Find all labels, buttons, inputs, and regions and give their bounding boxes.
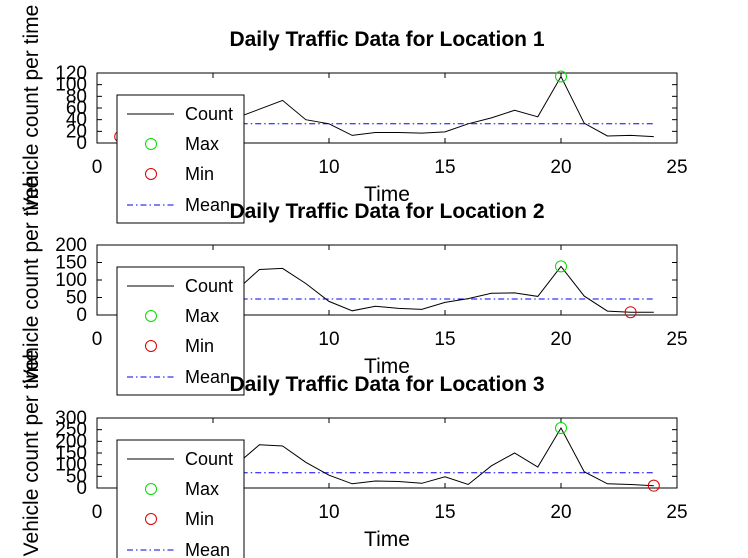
y-tick-label: 200 — [55, 235, 87, 256]
legend-max-label: Max — [185, 134, 219, 154]
legend-max-label: Max — [185, 479, 219, 499]
y-tick-label: 150 — [55, 443, 87, 464]
legend-max-label: Max — [185, 306, 219, 326]
legend-max-swatch — [145, 310, 157, 322]
legend: Count Max Min Mean — [116, 439, 245, 558]
legend-mean-label: Mean — [185, 540, 230, 558]
y-tick-label: 0 — [76, 133, 87, 154]
y-tick-label: 250 — [55, 420, 87, 441]
x-tick-label: 15 — [434, 329, 455, 350]
y-tick-label: 100 — [55, 75, 87, 96]
legend-min-swatch — [145, 513, 157, 525]
x-tick-label: 25 — [666, 329, 687, 350]
y-axis-label: Vehicle count per time — [20, 350, 43, 557]
y-tick-label: 50 — [66, 466, 87, 487]
chart-title: Daily Traffic Data for Location 1 — [229, 28, 544, 51]
x-tick-label: 20 — [550, 329, 571, 350]
legend-count-label: Count — [185, 449, 233, 469]
y-tick-label: 80 — [66, 86, 87, 107]
x-tick-label: 0 — [92, 502, 103, 523]
y-tick-label: 120 — [55, 63, 87, 84]
chart-panel-2: 0510152025050100150200Daily Traffic Data… — [20, 177, 688, 396]
y-tick-label: 300 — [55, 408, 87, 429]
x-tick-label: 25 — [666, 157, 687, 178]
chart-title: Daily Traffic Data for Location 3 — [229, 373, 544, 396]
chart-title: Daily Traffic Data for Location 2 — [229, 200, 544, 223]
chart-panel-1: 0510152025020406080100120Daily Traffic D… — [20, 5, 688, 224]
legend-box — [116, 266, 245, 396]
y-tick-label: 0 — [76, 305, 87, 326]
legend-min-label: Min — [185, 164, 214, 184]
x-tick-label: 20 — [550, 157, 571, 178]
x-tick-label: 15 — [434, 157, 455, 178]
legend-min-swatch — [145, 168, 157, 180]
legend: Count Max Min Mean — [116, 94, 245, 224]
min-marker — [624, 306, 637, 319]
x-tick-label: 0 — [92, 329, 103, 350]
legend-count-label: Count — [185, 104, 233, 124]
x-tick-label: 25 — [666, 502, 687, 523]
y-tick-label: 0 — [76, 478, 87, 499]
x-tick-label: 20 — [550, 502, 571, 523]
y-tick-label: 20 — [66, 121, 87, 142]
x-tick-label: 0 — [92, 157, 103, 178]
x-tick-label: 15 — [434, 502, 455, 523]
y-tick-label: 200 — [55, 431, 87, 452]
x-tick-label: 10 — [318, 502, 339, 523]
max-marker — [555, 70, 567, 83]
legend-mean-label: Mean — [185, 195, 230, 215]
y-axis-label: Vehicle count per time — [20, 177, 43, 384]
legend-box — [116, 94, 245, 224]
x-axis-label: Time — [364, 528, 410, 551]
x-axis-label: Time — [364, 183, 410, 206]
legend-min-label: Min — [185, 336, 214, 356]
legend-mean-label: Mean — [185, 367, 230, 387]
y-tick-label: 60 — [66, 98, 87, 119]
legend-max-swatch — [145, 138, 157, 150]
x-tick-label: 10 — [318, 329, 339, 350]
x-tick-label: 10 — [318, 157, 339, 178]
y-axis-label: Vehicle count per time — [20, 5, 43, 212]
legend-min-label: Min — [185, 509, 214, 529]
y-tick-label: 100 — [55, 455, 87, 476]
y-tick-label: 150 — [55, 253, 87, 274]
x-axis-label: Time — [364, 355, 410, 378]
legend-min-swatch — [145, 340, 157, 352]
min-marker — [647, 479, 660, 492]
legend-count-label: Count — [185, 276, 233, 296]
legend-max-swatch — [145, 483, 157, 495]
legend-box — [116, 439, 245, 558]
chart-panel-3: 0510152025050100150200250300Daily Traffi… — [20, 350, 688, 558]
legend: Count Max Min Mean — [116, 266, 245, 396]
max-marker — [555, 260, 567, 273]
y-tick-label: 40 — [66, 110, 87, 131]
max-marker — [555, 422, 567, 435]
y-tick-label: 50 — [66, 288, 87, 309]
y-tick-label: 100 — [55, 270, 87, 291]
